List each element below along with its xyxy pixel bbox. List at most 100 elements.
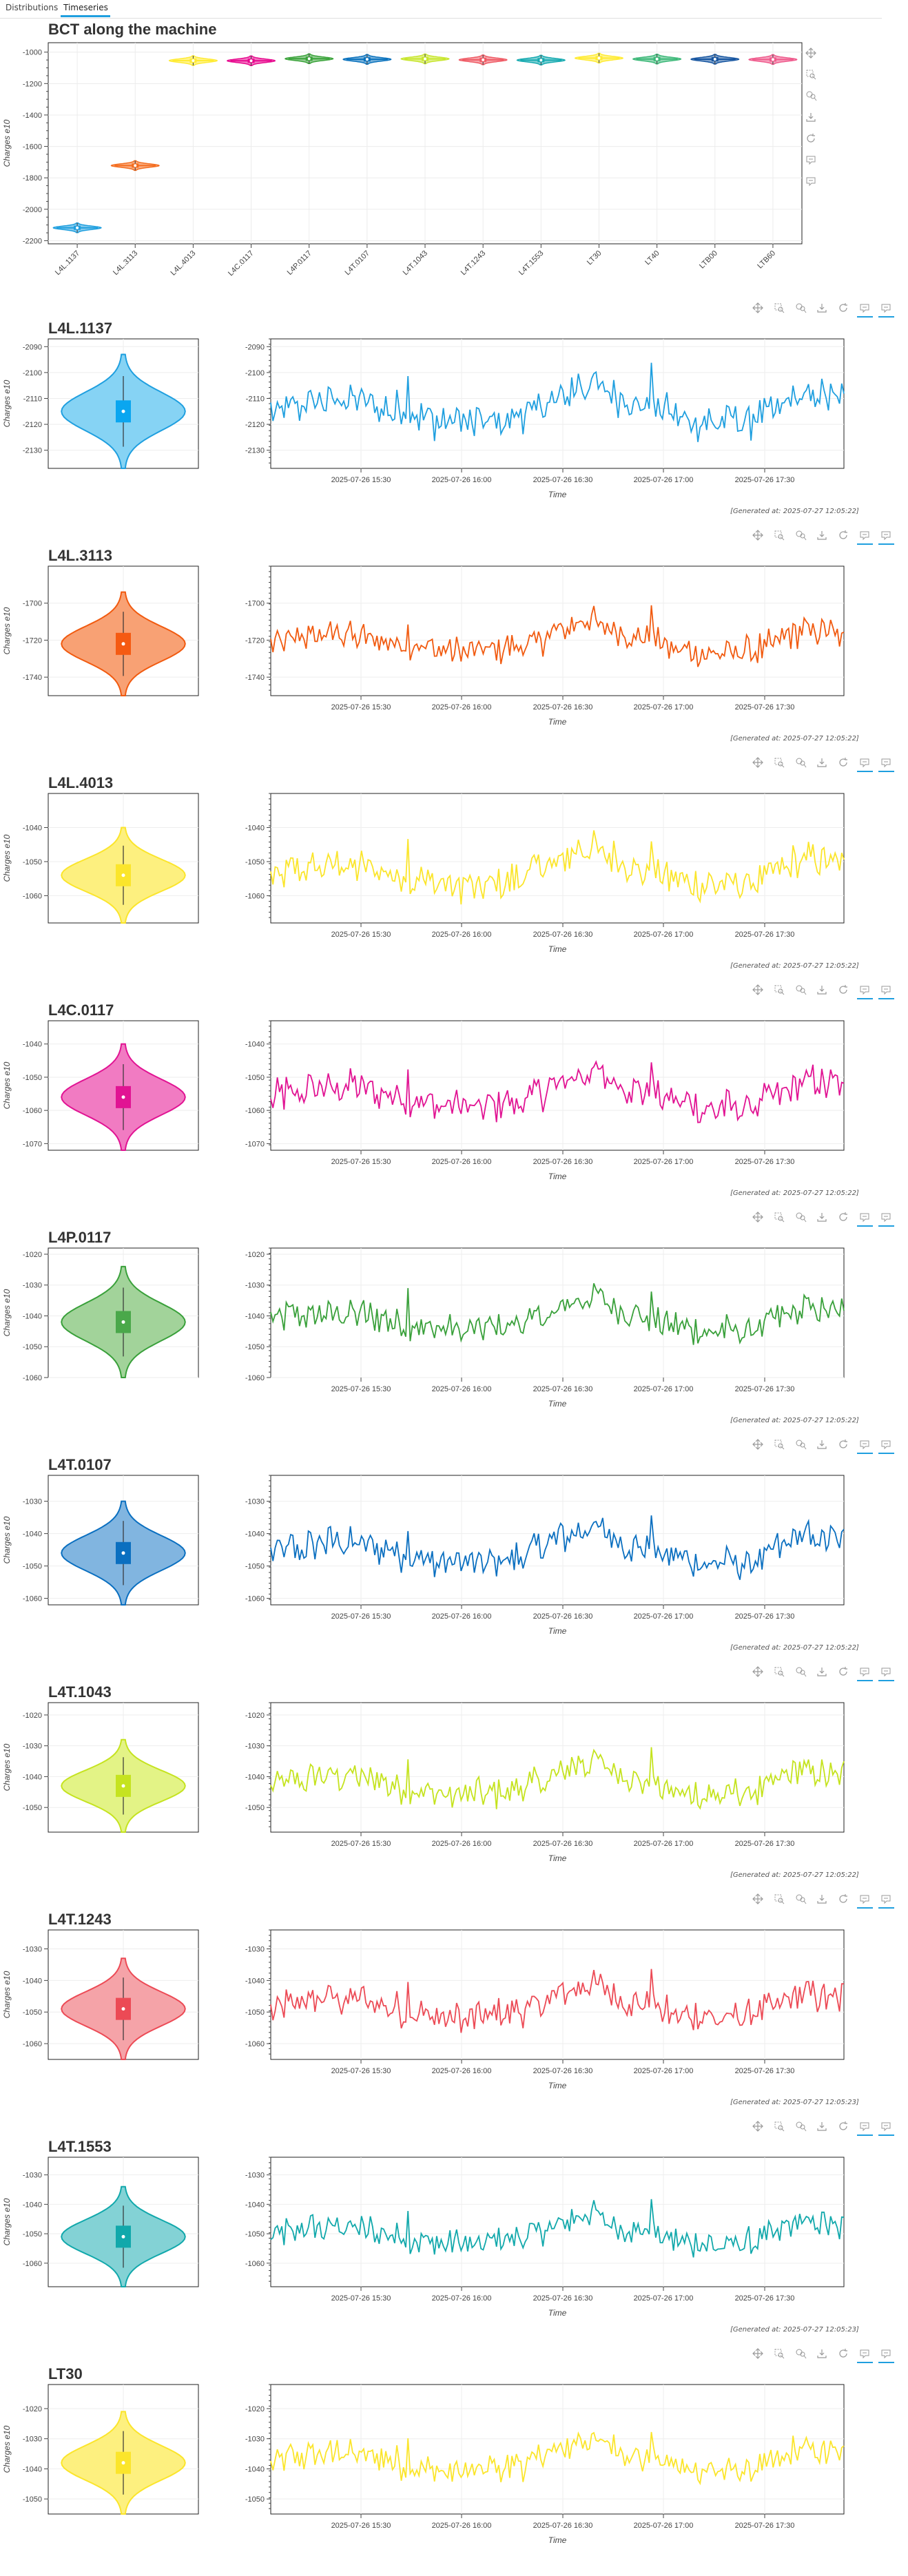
box-zoom-icon[interactable] bbox=[774, 2121, 785, 2132]
panel-L4T.1553[interactable]: -1030 -1040 -1050 -1060 Charges e10 -1030 -104… bbox=[0, 2121, 908, 2349]
pan-icon[interactable] bbox=[752, 984, 763, 995]
reset-icon[interactable] bbox=[839, 1667, 847, 1676]
wheel-zoom-icon[interactable] bbox=[796, 303, 807, 313]
save-icon[interactable] bbox=[817, 1668, 827, 1676]
hover-icon[interactable] bbox=[857, 531, 873, 545]
save-icon[interactable] bbox=[817, 531, 827, 540]
hover-icon[interactable] bbox=[878, 1213, 894, 1227]
reset-icon[interactable] bbox=[839, 2121, 847, 2130]
timeseries-line[interactable] bbox=[270, 1515, 845, 1580]
wheel-zoom-icon[interactable] bbox=[796, 2121, 807, 2132]
box-zoom-icon[interactable] bbox=[774, 758, 785, 768]
save-icon[interactable] bbox=[817, 2349, 827, 2358]
timeseries-line[interactable] bbox=[270, 2199, 845, 2258]
pan-icon[interactable] bbox=[752, 2348, 763, 2359]
pan-icon[interactable] bbox=[805, 48, 816, 59]
tab-timeseries[interactable]: Timeseries bbox=[63, 3, 108, 12]
panel-LT30[interactable]: -1020 -1030 -1040 -1050 Charges e10 -1020 -103… bbox=[0, 2348, 908, 2576]
timeseries-line[interactable] bbox=[270, 1747, 845, 1810]
timeseries-line[interactable] bbox=[270, 605, 845, 667]
hover-icon[interactable] bbox=[878, 2349, 894, 2363]
wheel-zoom-icon[interactable] bbox=[796, 758, 807, 768]
box-zoom-icon[interactable] bbox=[774, 1440, 785, 1450]
hover-icon[interactable] bbox=[878, 1440, 894, 1454]
panel-L4T.1243[interactable]: -1030 -1040 -1050 -1060 Charges e10 -1030 -104… bbox=[0, 1893, 908, 2121]
reset-icon[interactable] bbox=[839, 1440, 847, 1448]
panel-L4P.0117[interactable]: -1020 -1030 -1040 -1050 -1060 Charges e10 -102… bbox=[0, 1212, 908, 1440]
save-icon[interactable] bbox=[817, 2122, 827, 2131]
save-icon[interactable] bbox=[817, 1213, 827, 1222]
hover-icon[interactable] bbox=[857, 1895, 873, 1909]
pan-icon[interactable] bbox=[752, 1439, 763, 1450]
hover-icon[interactable] bbox=[878, 1895, 894, 1909]
panel-L4L.4013[interactable]: -1040 -1050 -1060 Charges e10 -1040 -1050 -106… bbox=[0, 757, 908, 985]
timeseries-line[interactable] bbox=[270, 830, 845, 905]
panel-L4L.1137[interactable]: -2090 -2100 -2110 -2120 -2130 Charges e10 -209… bbox=[0, 302, 908, 530]
hover-icon[interactable] bbox=[857, 1668, 873, 1681]
panel-L4L.3113[interactable]: -1700 -1720 -1740 Charges e10 -1700 -1720 -174… bbox=[0, 530, 908, 758]
hover-icon[interactable] bbox=[878, 986, 894, 999]
overview-violin-chart[interactable]: -1000 -1200 -1400 -1600 -1800 -2000 -2200 L4L.1… bbox=[0, 0, 908, 289]
save-icon[interactable] bbox=[817, 1895, 827, 1904]
wheel-zoom-icon[interactable] bbox=[796, 2349, 807, 2359]
hover-icon[interactable] bbox=[878, 304, 894, 318]
pan-icon[interactable] bbox=[752, 2121, 763, 2132]
box-zoom-icon[interactable] bbox=[774, 985, 785, 995]
reset-icon[interactable] bbox=[839, 985, 847, 994]
hover-icon[interactable] bbox=[806, 177, 816, 187]
hover-icon[interactable] bbox=[806, 156, 816, 165]
reset-icon[interactable] bbox=[839, 758, 847, 767]
pan-icon[interactable] bbox=[752, 1666, 763, 1677]
hover-icon[interactable] bbox=[878, 2122, 894, 2136]
tab-distributions[interactable]: Distributions bbox=[6, 3, 59, 12]
pan-icon[interactable] bbox=[752, 1212, 763, 1223]
wheel-zoom-icon[interactable] bbox=[796, 1440, 807, 1450]
reset-icon[interactable] bbox=[839, 303, 847, 312]
save-icon[interactable] bbox=[817, 986, 827, 995]
timeseries-line[interactable] bbox=[270, 1969, 845, 2033]
wheel-zoom-icon[interactable] bbox=[796, 1212, 807, 1223]
hover-icon[interactable] bbox=[857, 986, 873, 999]
timeseries-line[interactable] bbox=[270, 362, 845, 442]
box-zoom-icon[interactable] bbox=[806, 70, 816, 80]
reset-icon[interactable] bbox=[807, 134, 815, 143]
hover-icon[interactable] bbox=[857, 758, 873, 772]
save-icon[interactable] bbox=[817, 1440, 827, 1449]
save-icon[interactable] bbox=[817, 304, 827, 313]
timeseries-line[interactable] bbox=[270, 1282, 845, 1345]
box-zoom-icon[interactable] bbox=[774, 2349, 785, 2359]
box-zoom-icon[interactable] bbox=[774, 303, 785, 313]
wheel-zoom-icon[interactable] bbox=[806, 91, 817, 101]
reset-icon[interactable] bbox=[839, 530, 847, 539]
wheel-zoom-icon[interactable] bbox=[796, 1894, 807, 1904]
save-icon[interactable] bbox=[817, 758, 827, 767]
hover-icon[interactable] bbox=[857, 304, 873, 318]
hover-icon[interactable] bbox=[857, 2122, 873, 2136]
panel-L4C.0117[interactable]: -1040 -1050 -1060 -1070 Charges e10 -1040 -105… bbox=[0, 984, 908, 1212]
pan-icon[interactable] bbox=[752, 1893, 763, 1904]
pan-icon[interactable] bbox=[752, 757, 763, 768]
save-icon[interactable] bbox=[806, 113, 816, 122]
hover-icon[interactable] bbox=[878, 531, 894, 545]
reset-icon[interactable] bbox=[839, 2349, 847, 2358]
panel-L4T.0107[interactable]: -1030 -1040 -1050 -1060 Charges e10 -1030 -104… bbox=[0, 1439, 908, 1667]
pan-icon[interactable] bbox=[752, 530, 763, 541]
generated-timestamp: [Generated at: 2025-07-27 12:05:22] bbox=[730, 1190, 859, 1197]
wheel-zoom-icon[interactable] bbox=[796, 985, 807, 995]
box-zoom-icon[interactable] bbox=[774, 530, 785, 541]
reset-icon[interactable] bbox=[839, 1212, 847, 1221]
hover-icon[interactable] bbox=[878, 758, 894, 772]
timeseries-line[interactable] bbox=[270, 1060, 845, 1123]
panel-L4T.1043[interactable]: -1020 -1030 -1040 -1050 Charges e10 -1020 -103… bbox=[0, 1666, 908, 1894]
wheel-zoom-icon[interactable] bbox=[796, 530, 807, 541]
hover-icon[interactable] bbox=[857, 2349, 873, 2363]
box-zoom-icon[interactable] bbox=[774, 1894, 785, 1904]
box-zoom-icon[interactable] bbox=[774, 1667, 785, 1677]
hover-icon[interactable] bbox=[857, 1213, 873, 1227]
hover-icon[interactable] bbox=[878, 1668, 894, 1681]
pan-icon[interactable] bbox=[752, 302, 763, 313]
wheel-zoom-icon[interactable] bbox=[796, 1667, 807, 1677]
hover-icon[interactable] bbox=[857, 1440, 873, 1454]
reset-icon[interactable] bbox=[839, 1894, 847, 1903]
box-zoom-icon[interactable] bbox=[774, 1212, 785, 1223]
